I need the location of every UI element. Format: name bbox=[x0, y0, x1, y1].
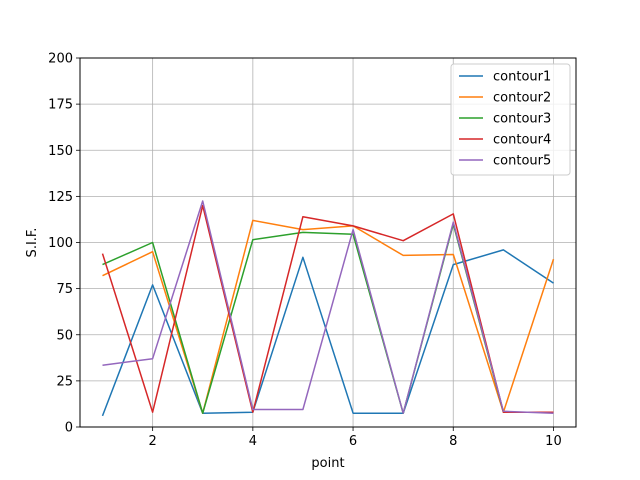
y-tick-label: 50 bbox=[56, 328, 73, 343]
series-line-contour4 bbox=[101, 204, 554, 413]
y-tick-label: 175 bbox=[48, 98, 73, 113]
legend-label-contour1: contour1 bbox=[493, 70, 551, 85]
series-line-contour2 bbox=[102, 219, 555, 414]
x-tick-label: 10 bbox=[545, 434, 562, 449]
x-tick-label: 8 bbox=[449, 434, 457, 449]
y-tick-label: 100 bbox=[48, 236, 73, 251]
legend-label-contour3: contour3 bbox=[493, 112, 551, 127]
legend-label-contour5: contour5 bbox=[493, 154, 551, 169]
legend: contour1 contour2 contour3 contour4 contour5 bbox=[450, 63, 571, 176]
y-tick-label: 125 bbox=[48, 190, 73, 205]
x-axis: 2 4 6 8 10 bbox=[149, 427, 562, 449]
x-tick-label: 2 bbox=[149, 434, 157, 449]
y-tick-label: 200 bbox=[48, 52, 73, 67]
y-axis: 0 25 50 75 100 125 150 175 200 bbox=[48, 52, 80, 436]
series-line-contour1 bbox=[101, 249, 554, 417]
series-line-contour5 bbox=[102, 200, 554, 414]
y-tick-label: 150 bbox=[48, 144, 73, 159]
y-axis-label: S.I.F. bbox=[25, 228, 40, 258]
series-lines bbox=[101, 200, 555, 417]
x-tick-label: 6 bbox=[349, 434, 357, 449]
y-tick-label: 0 bbox=[65, 421, 73, 436]
x-tick-label: 4 bbox=[249, 434, 257, 449]
y-tick-label: 75 bbox=[56, 282, 73, 297]
x-axis-label: point bbox=[311, 456, 344, 471]
y-tick-label: 25 bbox=[56, 374, 73, 389]
legend-label-contour2: contour2 bbox=[493, 91, 551, 106]
legend-label-contour4: contour4 bbox=[493, 133, 551, 148]
legend-box bbox=[450, 63, 571, 176]
